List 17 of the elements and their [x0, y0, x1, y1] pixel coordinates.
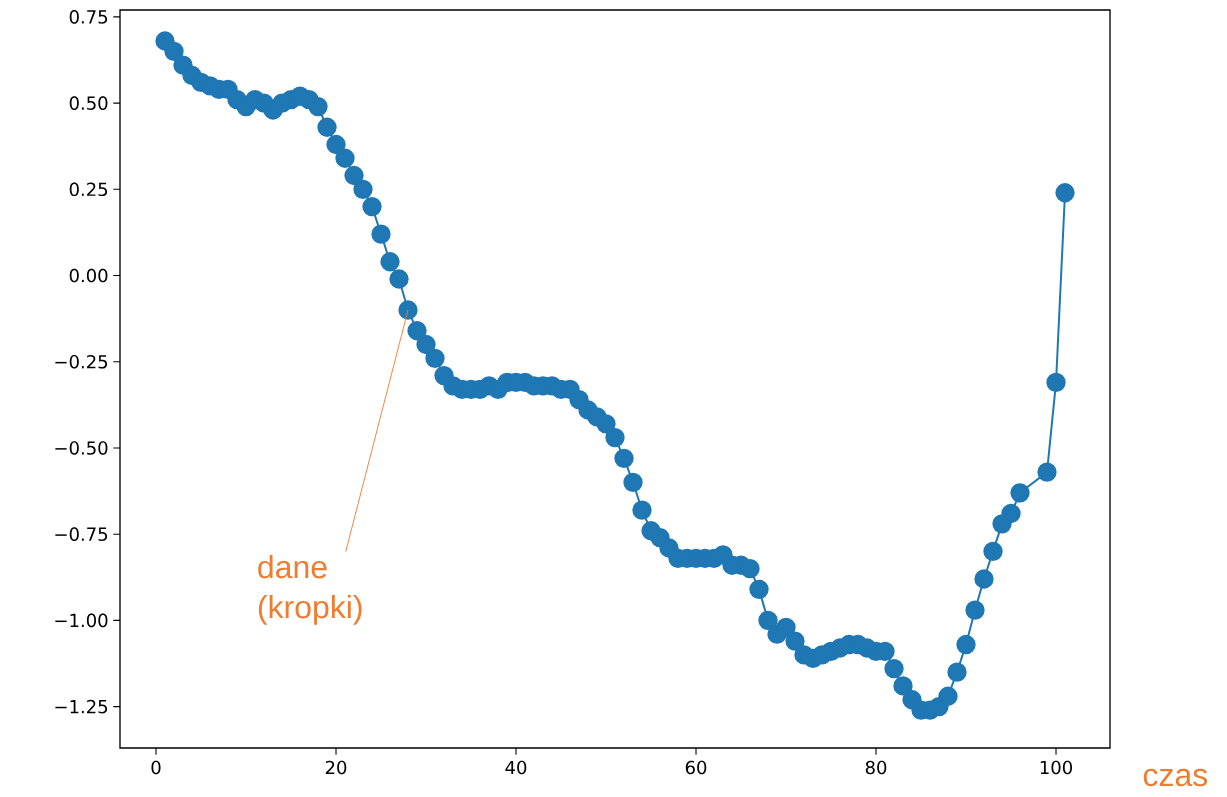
x-tick-label: 20	[325, 760, 347, 775]
y-tick-label: 0.50	[69, 96, 108, 110]
annotation: dane (kropki)	[258, 554, 362, 625]
y-tick-label: 0.75	[69, 10, 108, 24]
x-tick-label: 40	[505, 760, 527, 775]
x-tick-label: 80	[865, 760, 887, 775]
x-axis-title: czas	[1143, 768, 1208, 787]
x-tick-label: 0	[151, 760, 161, 775]
x-tick-label: 100	[1040, 760, 1072, 775]
y-tick-label: 0.00	[69, 268, 108, 283]
x-tick-label: 60	[685, 760, 707, 775]
y-tick-label: −0.25	[55, 354, 108, 369]
y-tick-label: −1.25	[55, 699, 108, 714]
y-tick-label: −0.50	[55, 441, 108, 455]
y-tick-label: −0.75	[55, 527, 108, 541]
y-tick-label: −1.00	[55, 613, 108, 628]
y-tick-label: 0.25	[69, 182, 108, 197]
